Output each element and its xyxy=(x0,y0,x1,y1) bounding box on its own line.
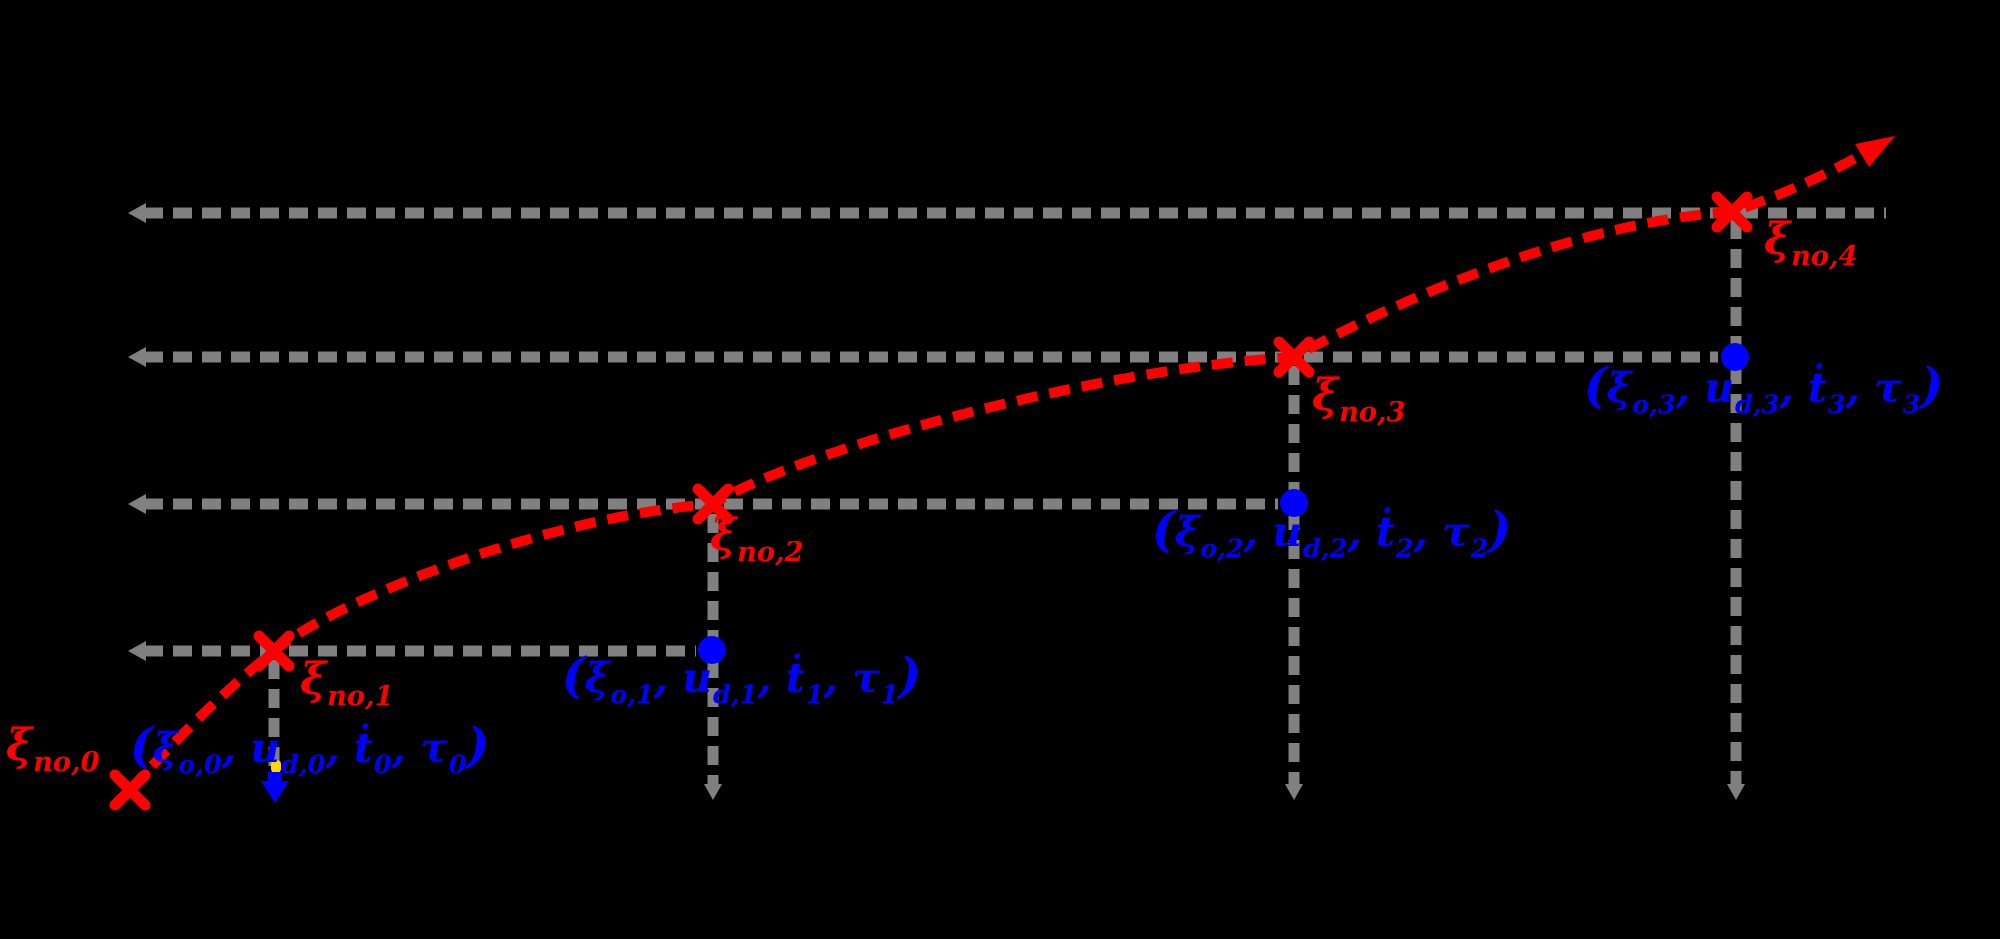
sample-label-1: (ξo,1, ud,1, ṫ1, τ1) xyxy=(562,648,922,709)
v-guide-down-arrow-icon-1 xyxy=(704,784,722,800)
sample-dot-0 xyxy=(698,636,726,664)
sample-dot-1 xyxy=(1280,489,1308,517)
yellow-artifact-mark xyxy=(271,760,281,773)
sample-dot-2 xyxy=(1721,343,1749,371)
h-guide-left-arrow-icon-2 xyxy=(128,494,146,514)
nominal-point-marker-1 xyxy=(253,630,295,672)
h-guide-left-arrow-icon-0 xyxy=(128,203,146,223)
nominal-point-marker-3 xyxy=(1273,336,1315,378)
sample-label-0: (ξo,0, ud,0, ṫ0, τ0) xyxy=(130,718,490,779)
v-guide-down-arrow-icon-3 xyxy=(1727,784,1745,800)
nominal-point-marker-2 xyxy=(692,483,734,525)
nominal-point-marker-0 xyxy=(109,769,151,811)
v-guide-down-arrow-icon-2 xyxy=(1285,784,1303,800)
nominal-label-0: ξno,0 xyxy=(6,720,100,779)
nominal-label-1: ξno,1 xyxy=(300,654,394,713)
nominal-label-3: ξno,3 xyxy=(1312,370,1406,429)
nominal-point-marker-4 xyxy=(1711,191,1753,233)
nominal-label-2: ξno,2 xyxy=(710,510,804,569)
sample-origin-marker-stem xyxy=(268,772,282,782)
h-guide-left-arrow-icon-1 xyxy=(128,347,146,367)
sample-label-2: (ξo,2, ud,2, ṫ2, τ2) xyxy=(1152,502,1512,563)
sample-label-3: (ξo,3, ud,3, ṫ3, τ3) xyxy=(1584,358,1944,419)
trajectory-arrowhead-icon xyxy=(1855,136,1895,167)
h-guide-left-arrow-icon-3 xyxy=(128,641,146,661)
nominal-label-4: ξno,4 xyxy=(1764,214,1858,273)
sample-origin-down-arrow-icon xyxy=(261,781,289,803)
